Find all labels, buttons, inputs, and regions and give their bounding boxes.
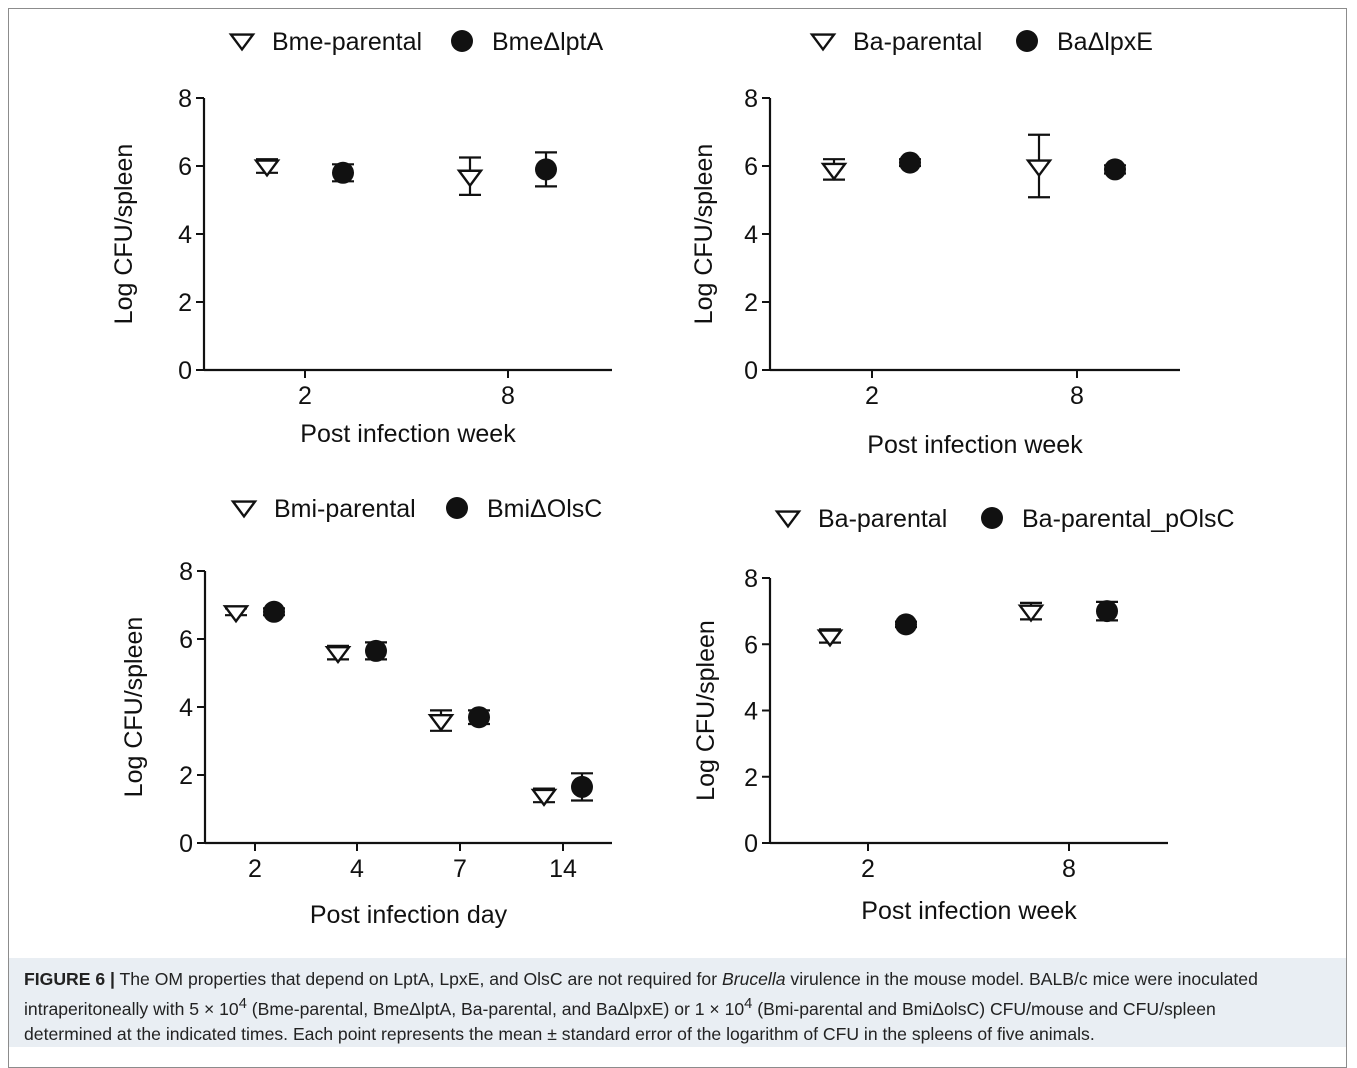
x-axis-title: Post infection day [310,901,508,929]
y-tick-label: 4 [179,694,193,722]
data-point-triangle [222,605,250,624]
legend-marker-circle [981,507,1003,529]
data-point-triangle [324,645,352,665]
legend-marker-circle [451,30,473,52]
legend-label: Ba-parental [818,505,947,533]
caption-superscript: 4 [238,996,247,1012]
data-point-circle [263,600,285,623]
x-tick-label: 2 [865,382,879,410]
y-tick-label: 0 [179,830,193,858]
legend-marker-triangle [230,500,258,519]
data-point-triangle [1025,159,1053,178]
caption-text: determined at the indicated times. Each … [24,1023,1095,1044]
y-tick-label: 4 [178,221,192,249]
legend-label: Ba-parental_pOlsC [1022,505,1235,533]
x-tick-label: 14 [549,855,577,883]
x-tick-label: 2 [861,855,875,883]
y-tick-label: 4 [744,698,758,726]
x-tick-label: 8 [501,382,515,410]
x-axis-title: Post infection week [867,431,1083,459]
legend-marker-triangle [774,510,802,529]
data-point-triangle [530,788,558,807]
legend-marker-circle [1016,30,1038,52]
y-tick-label: 8 [179,558,193,586]
legend-label: Ba-parental [853,28,982,56]
data-point-triangle [456,169,484,188]
y-tick-label: 0 [744,357,758,385]
caption-text: The OM properties that depend on LptA, L… [114,969,722,989]
y-tick-label: 8 [744,85,758,113]
x-tick-label: 4 [350,855,364,883]
figure-caption: FIGURE 6 | The OM properties that depend… [24,967,1334,1047]
y-tick-label: 6 [179,626,193,654]
caption-text: (Bmi-parental and BmiΔolsC) CFU/mouse an… [752,998,1216,1019]
y-axis-title: Log CFU/spleen [692,620,720,801]
caption-text: intraperitoneally with 5 × 10 [24,998,239,1019]
legend-marker-circle [446,497,468,519]
x-tick-label: 2 [298,382,312,410]
y-tick-label: 6 [744,153,758,181]
data-point-circle [468,706,490,729]
y-tick-label: 0 [744,830,758,858]
y-tick-label: 2 [744,764,758,792]
data-point-circle [365,639,387,662]
data-point-triangle [816,629,844,648]
y-tick-label: 4 [744,221,758,249]
y-tick-label: 2 [178,289,192,317]
y-tick-label: 6 [178,153,192,181]
y-tick-label: 2 [179,762,193,790]
caption-italic: Brucella [721,969,786,989]
caption-text: (Bme-parental, BmeΔlptA, Ba-parental, an… [246,998,745,1019]
y-tick-label: 6 [744,631,758,659]
caption-superscript: 4 [744,996,753,1012]
legend-marker-triangle [228,33,256,52]
data-point-triangle [253,159,281,178]
x-axis-title: Post infection week [861,897,1077,925]
y-tick-label: 2 [744,289,758,317]
caption-text: virulence in the mouse model. BALB/c mic… [785,969,1258,989]
data-point-circle [535,158,557,181]
data-point-triangle [427,713,455,733]
legend-label: BmeΔlptA [492,28,604,56]
figure-canvas: 0 2 4 6 8 2 8 Post infection week Log CFU/spleen… [110,28,1235,929]
y-axis-title: Log CFU/spleen [690,144,718,325]
y-tick-label: 0 [178,357,192,385]
x-tick-label: 2 [248,855,262,883]
y-tick-label: 8 [744,565,758,593]
data-point-circle [1104,158,1126,181]
y-axis-title: Log CFU/spleen [120,617,148,798]
data-point-circle [1096,600,1118,623]
legend-label: BmiΔOlsC [487,495,602,523]
data-point-triangle [820,162,848,181]
data-point-triangle [1017,604,1045,623]
legend-label: Bme-parental [272,28,422,56]
y-tick-label: 8 [178,85,192,113]
y-axis-title: Log CFU/spleen [110,144,138,325]
legend-label: Bmi-parental [274,495,416,523]
data-point-circle [332,161,354,184]
caption-band [9,958,1346,1047]
legend-label: BaΔlpxE [1057,28,1153,56]
x-axis-title: Post infection week [300,420,516,448]
legend-marker-triangle [809,33,837,52]
data-point-circle [571,775,593,798]
data-point-circle [895,613,917,636]
x-tick-label: 7 [453,855,467,883]
data-point-circle [899,151,921,174]
x-tick-label: 8 [1070,382,1084,410]
caption-lead: FIGURE 6 | [24,969,115,989]
x-tick-label: 8 [1062,855,1076,883]
